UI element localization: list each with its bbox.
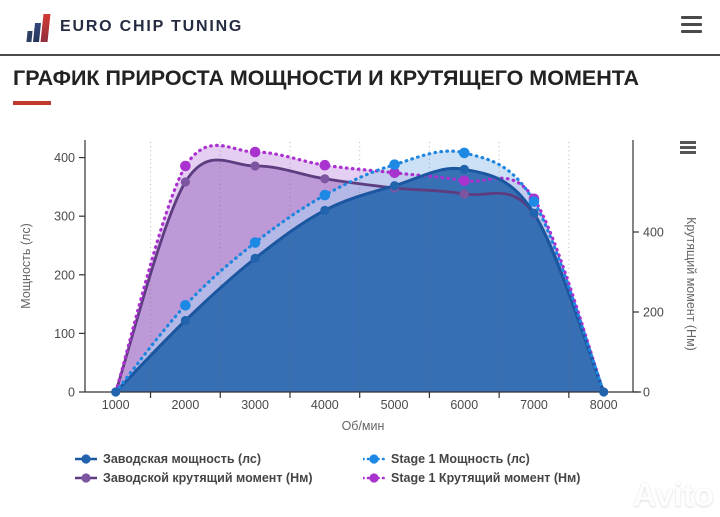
svg-text:1000: 1000: [102, 398, 130, 412]
svg-text:300: 300: [54, 210, 75, 224]
svg-text:3000: 3000: [241, 398, 269, 412]
svg-text:Об/мин: Об/мин: [342, 419, 385, 433]
svg-text:Крутящий момент (Нм): Крутящий момент (Нм): [684, 217, 698, 351]
avito-logo-icon: [595, 478, 625, 511]
brand-name: EURO CHIP TUNING: [60, 18, 244, 35]
watermark: Avito: [593, 475, 714, 515]
watermark-text: Avito: [632, 476, 714, 513]
svg-text:7000: 7000: [520, 398, 548, 412]
site-header: EURO CHIP TUNING: [0, 0, 720, 56]
logo[interactable]: EURO CHIP TUNING: [26, 12, 244, 42]
page-title: ГРАФИК ПРИРОСТА МОЩНОСТИ И КРУТЯЩЕГО МОМ…: [13, 66, 640, 90]
svg-text:0: 0: [643, 386, 650, 400]
svg-text:8000: 8000: [590, 398, 618, 412]
svg-text:4000: 4000: [311, 398, 339, 412]
svg-text:5000: 5000: [381, 398, 409, 412]
svg-text:6000: 6000: [450, 398, 478, 412]
svg-text:0: 0: [68, 386, 75, 400]
legend-item-2[interactable]: Заводской крутящий момент (Нм): [75, 471, 363, 485]
svg-text:200: 200: [54, 268, 75, 282]
svg-text:100: 100: [54, 327, 75, 341]
chart-menu-button[interactable]: [680, 141, 696, 157]
legend-marker-icon: [363, 454, 385, 464]
svg-text:400: 400: [643, 226, 664, 240]
title-underline: [13, 101, 51, 105]
legend-label: Заводская мощность (лс): [103, 452, 262, 466]
legend-marker-icon: [75, 454, 97, 464]
legend-item-0[interactable]: Заводская мощность (лс): [75, 452, 363, 466]
hamburger-icon[interactable]: [681, 16, 702, 38]
legend-item-1[interactable]: Stage 1 Мощность (лс): [363, 452, 580, 466]
legend-label: Stage 1 Мощность (лс): [391, 452, 530, 466]
svg-text:2000: 2000: [171, 398, 199, 412]
legend-marker-icon: [75, 473, 97, 483]
bar-chart-icon: [26, 12, 51, 42]
svg-text:Мощность (лс): Мощность (лс): [19, 223, 33, 308]
legend-item-3[interactable]: Stage 1 Крутящий момент (Нм): [363, 471, 580, 485]
svg-text:200: 200: [643, 306, 664, 320]
legend-label: Stage 1 Крутящий момент (Нм): [391, 471, 581, 485]
chart-legend: Заводская мощность (лс) Stage 1 Мощность …: [75, 452, 580, 485]
legend-marker-icon: [363, 473, 385, 483]
svg-text:400: 400: [54, 151, 75, 165]
legend-label: Заводской крутящий момент (Нм): [103, 471, 313, 485]
